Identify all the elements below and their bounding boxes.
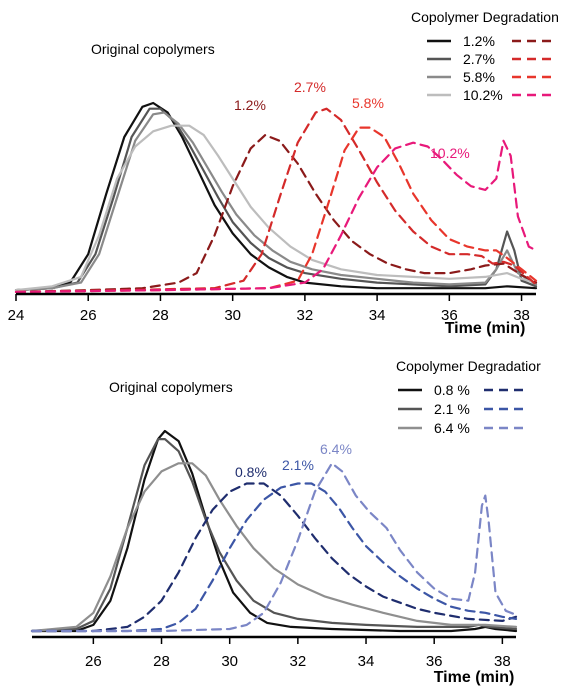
x-tick-label-34: 34 — [369, 307, 386, 324]
series-degraded-1-line — [30, 482, 518, 633]
legend-entry-2: 2.7% — [463, 51, 495, 67]
series-original-1-line — [14, 101, 538, 292]
x-tick-label-30: 30 — [224, 307, 241, 324]
series-degraded-2-line — [30, 482, 518, 633]
chart-top-ticks: 24 26 28 30 32 34 36 38 — [8, 294, 530, 324]
chart-bottom-ticks: 26 28 30 32 34 36 38 — [85, 637, 511, 670]
chart-bottom-legend: 0.8 % 2.1 % 6.4 % — [398, 382, 528, 436]
x-tick-label-32: 32 — [297, 307, 314, 324]
chart-top-annotation-2: 2.7% — [294, 79, 326, 95]
series-degraded-4-line — [14, 139, 538, 294]
x-tick-label-28: 28 — [153, 653, 170, 670]
chart-bottom-curves — [30, 429, 518, 633]
chart-bottom-legend-title: Copolymer Degradatior — [396, 358, 541, 374]
chart-top-legend-title: Copolymer Degradation — [411, 9, 559, 25]
x-tick-label-36: 36 — [426, 653, 443, 670]
chart-bottom-annotation-3: 6.4% — [320, 441, 352, 457]
x-tick-label-24: 24 — [8, 307, 25, 324]
legend-entry-1: 1.2% — [463, 33, 495, 49]
x-tick-label-38: 38 — [494, 653, 511, 670]
series-degraded-3-line — [14, 126, 538, 294]
chart-bottom-annotation-original: Original copolymers — [109, 379, 233, 395]
x-tick-label-34: 34 — [358, 653, 375, 670]
chart-bottom: 26 28 30 32 34 36 38 Time (min) Copolymer Degr… — [30, 358, 541, 686]
chart-top: 24 26 28 30 32 34 36 38 Time (min) Copolymer De… — [8, 9, 559, 337]
x-tick-label-26: 26 — [85, 653, 102, 670]
x-tick-label-38: 38 — [513, 307, 530, 324]
series-original-1-line — [30, 429, 518, 633]
legend-entry-3: 5.8% — [463, 69, 495, 85]
series-original-2-line — [30, 438, 518, 633]
x-tick-label-26: 26 — [80, 307, 97, 324]
series-original-3-line — [14, 111, 538, 292]
chart-top-curves — [14, 101, 538, 294]
chart-bottom-x-axis-label: Time (min) — [434, 669, 515, 686]
x-tick-label-36: 36 — [441, 307, 458, 324]
chart-top-x-axis-label: Time (min) — [445, 320, 526, 337]
legend-entry-1: 0.8 % — [434, 382, 470, 398]
x-tick-label-32: 32 — [290, 653, 307, 670]
chart-top-annotation-original: Original copolymers — [91, 41, 215, 57]
x-tick-label-28: 28 — [152, 307, 169, 324]
chart-top-annotation-1: 1.2% — [234, 97, 266, 113]
series-degraded-1-line — [14, 134, 538, 294]
series-original-3-line — [30, 462, 518, 633]
chart-bottom-annotation-1: 0.8% — [235, 464, 267, 480]
series-original-4-line — [14, 124, 538, 292]
series-degraded-3-line — [30, 462, 518, 633]
chart-bottom-annotation-2: 2.1% — [282, 457, 314, 473]
chart-top-legend: 1.2% 2.7% 5.8% 10.2% — [427, 33, 556, 103]
series-degraded-2-line — [14, 107, 538, 294]
chart-top-annotation-4: 10.2% — [430, 145, 470, 161]
legend-entry-4: 10.2% — [463, 87, 503, 103]
legend-entry-2: 2.1 % — [434, 401, 470, 417]
legend-entry-3: 6.4 % — [434, 420, 470, 436]
x-tick-label-30: 30 — [221, 653, 238, 670]
chart-top-annotation-3: 5.8% — [352, 95, 384, 111]
